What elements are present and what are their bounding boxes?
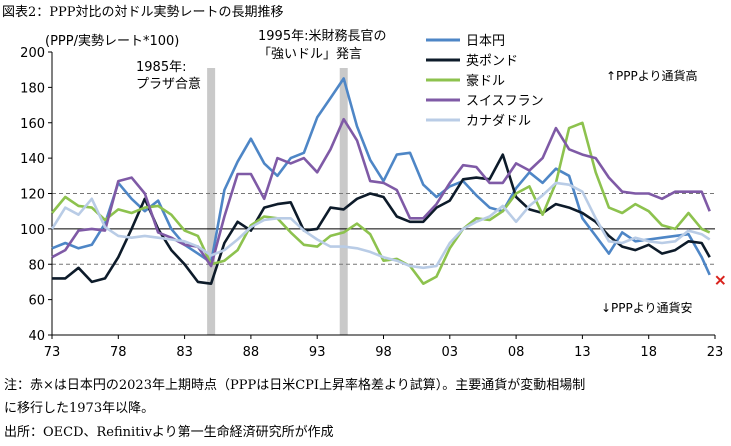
y-axis-label: (PPP/実勢レート*100) <box>45 33 179 49</box>
x-tick-label-1988: 88 <box>243 345 260 360</box>
legend-label-chf: スイスフラン <box>466 94 544 109</box>
legend-label-gbp: 英ポンド <box>466 54 518 69</box>
shaded-period-1985 <box>207 68 216 335</box>
annotation-upper: ↑PPPより通貨高 <box>606 68 698 83</box>
x-tick-label-2018: 18 <box>640 345 657 360</box>
x-tick-label-2013: 13 <box>574 345 591 360</box>
legend-label-aud: 豪ドル <box>466 73 505 89</box>
y-tick-label-100: 100 <box>20 223 45 238</box>
x-ticks: 73 78 83 88 93 98 03 08 13 18 23 <box>44 335 724 360</box>
reference-lines <box>52 193 715 265</box>
shaded-periods <box>207 68 348 335</box>
strong-dollar-label-line1: 1995年:米財務長官の <box>258 28 386 44</box>
legend-label-jpy: 日本円 <box>466 34 505 49</box>
plaza-label-line1: 1985年: <box>136 60 186 75</box>
annotation-plaza: 1985年: プラザ合意 <box>136 60 201 92</box>
y-tick-label-120: 120 <box>20 188 45 203</box>
series-line-cad <box>50 181 711 270</box>
strong-dollar-label-line2: 「強いドル」発言 <box>258 47 362 62</box>
series-line-aud <box>51 121 711 286</box>
figure-caption: 図表2：PPP対比の対ドル実勢レートの長期推移 <box>2 5 284 20</box>
annotation-strong-dollar: 1995年:米財務長官の 「強いドル」発言 <box>258 28 386 62</box>
x-tick-label-1983: 83 <box>176 345 193 360</box>
annotation-lower: ↓PPPより通貨安 <box>601 300 693 315</box>
x-tick-label-1978: 78 <box>110 345 127 360</box>
x-tick-label-1998: 98 <box>375 345 392 360</box>
x-tick-label-2003: 03 <box>442 345 459 360</box>
x-tick-label-1973: 73 <box>44 345 61 360</box>
series-line-jpy <box>51 77 711 276</box>
y-tick-label-160: 160 <box>20 117 45 132</box>
y-tick-label-40: 40 <box>28 329 45 344</box>
note-source: 出所：OECD、Refinitivより第一生命経済研究所が作成 <box>4 425 334 440</box>
jpy-2023-marker <box>715 275 726 285</box>
shaded-period-1995 <box>339 68 348 335</box>
y-tick-label-200: 200 <box>20 46 45 61</box>
series-lines <box>50 77 711 286</box>
plaza-label-line2: プラザ合意 <box>136 76 201 92</box>
y-tick-label-80: 80 <box>28 258 45 273</box>
marker-stroke-b <box>715 275 726 285</box>
note-line-2: に移行した1973年以降。 <box>4 401 155 416</box>
y-tick-label-180: 180 <box>20 81 45 96</box>
legend-label-cad: カナダドル <box>466 114 531 129</box>
x-tick-label-2008: 08 <box>508 345 525 360</box>
y-tick-label-60: 60 <box>28 294 45 309</box>
note-line-1: 注：赤×は日本円の2023年上期時点（PPPは日米CPI上昇率格差より試算）。主… <box>4 378 586 393</box>
x-tick-label-1993: 93 <box>309 345 326 360</box>
x-tick-label-2023: 23 <box>707 345 724 360</box>
y-ticks: 40 60 80 100 120 140 160 180 200 <box>20 46 52 344</box>
y-tick-label-140: 140 <box>20 152 45 167</box>
series-line-chf <box>51 117 711 268</box>
